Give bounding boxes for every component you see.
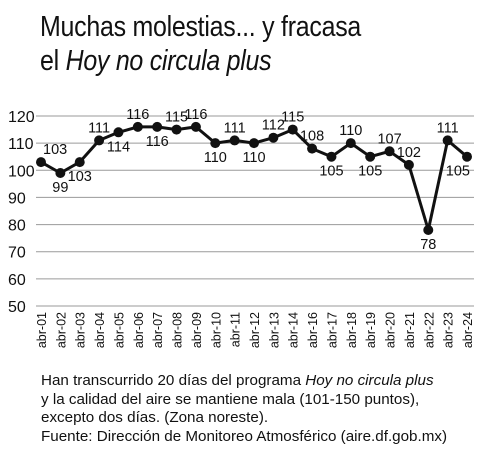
data-point	[152, 121, 163, 132]
x-tick-label: abr-19	[364, 312, 378, 348]
data-point	[442, 135, 453, 146]
data-point	[287, 124, 298, 135]
x-tick-label: abr-16	[306, 312, 320, 348]
data-labels: 1039910311111411611611511611011111011211…	[43, 107, 470, 253]
x-tick-label: abr-10	[209, 312, 223, 348]
data-point	[249, 138, 259, 149]
data-point	[384, 146, 395, 157]
data-label: 112	[262, 118, 285, 134]
data-label: 103	[43, 142, 67, 158]
data-point	[210, 138, 221, 149]
y-tick-label: 70	[8, 245, 26, 262]
title-line-2: el Hoy no circula plus	[40, 44, 427, 78]
caption: Han transcurrido 20 días del programa Ho…	[41, 372, 496, 446]
x-tick-label: abr-23	[442, 312, 456, 348]
series-layer	[36, 121, 472, 235]
data-label: 116	[184, 107, 207, 123]
x-tick-label: abr-02	[54, 312, 68, 348]
data-point	[171, 124, 182, 135]
data-point	[94, 135, 105, 146]
y-tick-label: 50	[8, 299, 26, 316]
y-tick-label: 110	[8, 136, 34, 153]
x-tick-label: abr-21	[403, 312, 417, 348]
data-point	[190, 121, 201, 132]
grid-lines	[36, 115, 474, 307]
x-tick-label: abr-09	[190, 312, 204, 348]
x-tick-label: abr-22	[422, 312, 436, 348]
data-point	[229, 135, 240, 146]
caption-program-name: Hoy no circula plus	[305, 372, 434, 389]
data-point	[423, 225, 434, 235]
x-tick-label: abr-08	[171, 312, 185, 348]
caption-source: Fuente: Dirección de Monitoreo Atmosféri…	[41, 427, 448, 445]
data-label: 103	[68, 169, 92, 185]
data-point	[74, 157, 85, 168]
x-tick-label: abr-14	[287, 312, 301, 348]
y-tick-label: 120	[8, 109, 35, 126]
x-tick-label: abr-17	[325, 312, 339, 348]
x-tick-label: abr-03	[74, 312, 88, 348]
x-tick-label: abr-06	[132, 312, 146, 348]
data-label: 115	[281, 110, 304, 126]
data-label: 110	[242, 150, 265, 166]
x-tick-label: abr-18	[345, 312, 359, 348]
title-line-2-program: Hoy no circula plus	[65, 45, 272, 77]
data-label: 102	[397, 145, 421, 161]
data-label: 105	[446, 164, 470, 180]
x-tick-label: abr-20	[384, 312, 398, 348]
data-point	[268, 132, 279, 143]
chart-title: Muchas molestias... y fracasa el Hoy no …	[40, 10, 427, 78]
data-point	[36, 157, 46, 168]
y-tick-label: 80	[8, 218, 26, 235]
x-tick-label: abr-01	[35, 312, 49, 348]
data-point	[132, 121, 143, 132]
data-label: 116	[126, 107, 149, 123]
data-label: 110	[339, 123, 362, 139]
x-tick-label: abr-13	[267, 312, 281, 348]
data-point	[403, 159, 414, 170]
caption-line-2: y la calidad del aire se mantiene mala (…	[41, 390, 420, 408]
data-point	[345, 138, 356, 149]
x-tick-label: abr-07	[151, 312, 165, 348]
data-point	[113, 127, 124, 138]
data-point	[326, 151, 337, 162]
data-label: 108	[300, 129, 324, 145]
data-point	[307, 143, 318, 154]
y-tick-labels: 50 60 70 80 90 100 110 120	[8, 109, 35, 316]
caption-line-1: Han transcurrido 20 días del programa Ho…	[41, 372, 496, 391]
y-tick-label: 90	[8, 190, 26, 207]
data-label: 107	[377, 131, 401, 147]
data-label: 99	[52, 180, 68, 196]
data-label: 111	[437, 120, 459, 136]
data-label: 114	[107, 139, 130, 155]
title-line-1: Muchas molestias... y fracasa	[40, 11, 362, 43]
x-tick-label: abr-24	[461, 312, 475, 348]
data-label: 105	[319, 164, 343, 180]
data-label: 105	[358, 164, 382, 180]
y-tick-label: 100	[8, 163, 35, 180]
x-tick-label: abr-12	[248, 312, 262, 348]
x-tick-label: abr-11	[229, 312, 243, 347]
data-label: 78	[420, 237, 436, 253]
data-label: 111	[88, 120, 110, 136]
data-label: 110	[204, 150, 227, 166]
data-label: 115	[165, 110, 188, 126]
x-tick-labels: abr-01 abr-02 abr-03 abr-04 abr-05 abr-06 abr-…	[35, 312, 475, 348]
x-tick-label: abr-04	[93, 312, 107, 348]
data-label: 116	[146, 134, 169, 150]
data-point	[55, 168, 66, 178]
caption-line-1-text: Han transcurrido 20 días del programa	[41, 372, 306, 389]
data-label: 111	[224, 120, 246, 136]
title-line-2-prefix: el	[40, 45, 66, 77]
data-point	[462, 151, 472, 162]
caption-line-3: excepto dos días. (Zona noreste).	[41, 409, 269, 426]
x-tick-label: abr-05	[112, 312, 126, 348]
y-tick-label: 60	[8, 272, 26, 289]
data-point	[365, 151, 376, 162]
